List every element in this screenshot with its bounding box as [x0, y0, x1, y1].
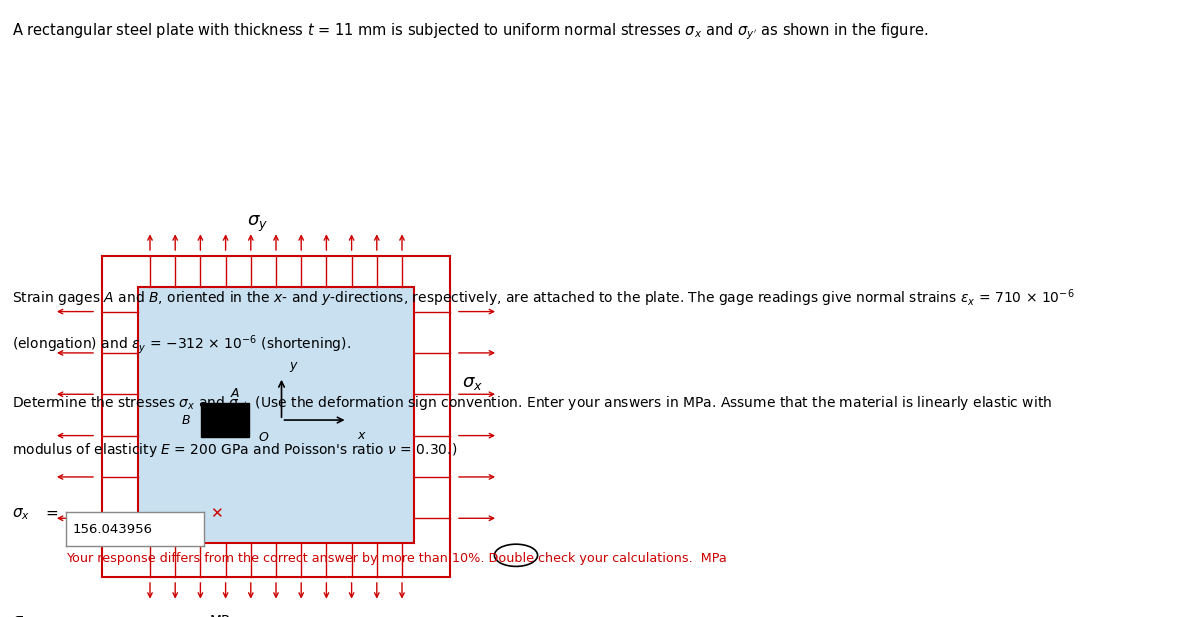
Text: $\sigma_x$: $\sigma_x$	[12, 506, 30, 521]
Text: Determine the stresses $\sigma_x$ and $\sigma_{y'}$. (Use the deformation sign c: Determine the stresses $\sigma_x$ and $\…	[12, 395, 1052, 414]
Text: Strain gages $A$ and $B$, oriented in the $x$- and $y$-directions, respectively,: Strain gages $A$ and $B$, oriented in th…	[12, 287, 1075, 308]
Text: =: =	[46, 614, 59, 617]
Circle shape	[494, 544, 538, 566]
Text: $x$: $x$	[358, 429, 367, 442]
Text: $i$: $i$	[514, 549, 518, 562]
Text: (elongation) and $\varepsilon_y$ = $-$312 $\times$ 10$^{-6}$ (shortening).: (elongation) and $\varepsilon_y$ = $-$31…	[12, 333, 352, 356]
Text: 156.043956: 156.043956	[73, 523, 152, 536]
Text: MPa: MPa	[210, 614, 239, 617]
Text: $y$: $y$	[289, 360, 299, 374]
Bar	[138, 287, 414, 543]
Text: $A$: $A$	[229, 387, 240, 400]
Text: =: =	[46, 506, 59, 521]
Text: Your response differs from the correct answer by more than 10%. Double check you: Your response differs from the correct a…	[66, 552, 727, 565]
Text: $B$: $B$	[181, 413, 191, 426]
Text: modulus of elasticity $E$ = 200 GPa and Poisson's ratio $\nu$ = 0.30.): modulus of elasticity $E$ = 200 GPa and …	[12, 441, 457, 459]
Text: $\sigma_x$: $\sigma_x$	[462, 373, 482, 392]
Text: $O$: $O$	[258, 431, 270, 444]
Text: $\sigma_y$: $\sigma_y$	[12, 614, 30, 617]
Text: ✕: ✕	[210, 506, 223, 521]
Text: $\sigma_y$: $\sigma_y$	[247, 214, 269, 234]
Bar	[102, 256, 450, 577]
Bar	[200, 403, 248, 437]
Text: A rectangular steel plate with thickness $t$ = 11 mm is subjected to uniform nor: A rectangular steel plate with thickness…	[12, 22, 929, 42]
